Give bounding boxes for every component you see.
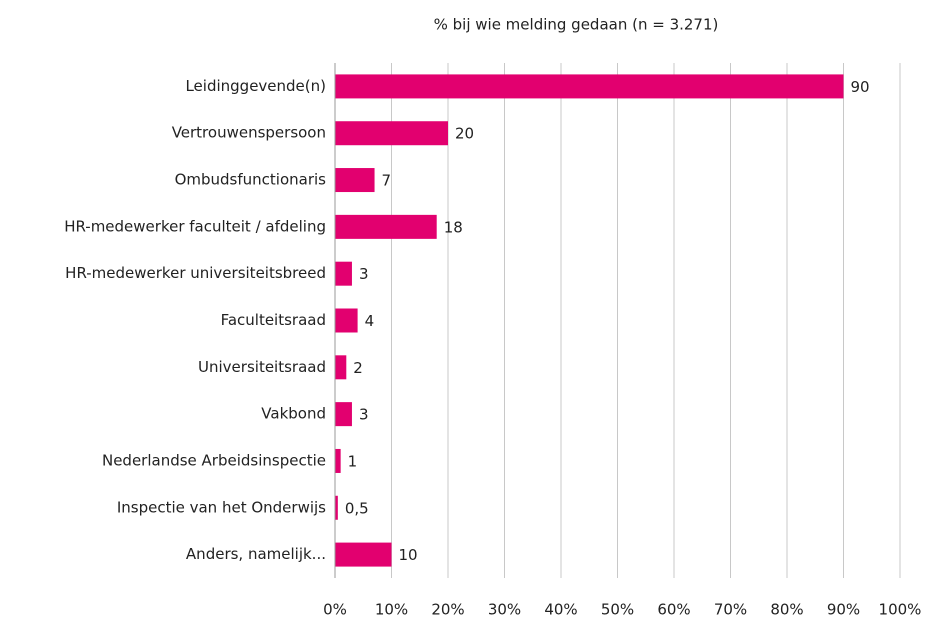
value-label: 18 <box>444 218 463 236</box>
x-tick-label: 60% <box>657 601 690 619</box>
value-label: 7 <box>382 172 392 190</box>
bar <box>335 495 338 520</box>
category-label: Inspectie van het Onderwijs <box>117 498 326 516</box>
x-tick-label: 80% <box>770 601 803 619</box>
bar <box>335 542 392 567</box>
value-label: 1 <box>348 452 358 470</box>
category-label: Vakbond <box>261 405 326 423</box>
bar <box>335 214 437 239</box>
value-label: 4 <box>365 312 375 330</box>
x-tick-label: 30% <box>488 601 521 619</box>
bar <box>335 74 844 99</box>
category-label: HR-medewerker universiteitsbreed <box>65 264 326 282</box>
value-label: 20 <box>455 125 474 143</box>
x-tick-label: 40% <box>544 601 577 619</box>
x-tick-label: 50% <box>601 601 634 619</box>
x-tick-label: 100% <box>879 601 922 619</box>
category-label: Ombudsfunctionaris <box>175 171 327 189</box>
category-label: HR-medewerker faculteit / afdeling <box>64 217 326 235</box>
value-label: 3 <box>359 406 369 424</box>
bar <box>335 121 448 146</box>
bar <box>335 308 358 333</box>
value-label: 10 <box>399 546 418 564</box>
category-label: Anders, namelijk... <box>186 545 326 563</box>
x-tick-label: 10% <box>375 601 408 619</box>
category-label: Nederlandse Arbeidsinspectie <box>102 451 326 469</box>
bar <box>335 355 347 380</box>
value-label: 0,5 <box>345 499 369 517</box>
category-label: Vertrouwenspersoon <box>172 124 326 142</box>
bar <box>335 168 375 193</box>
x-tick-label: 20% <box>431 601 464 619</box>
bar <box>335 261 352 286</box>
bar <box>335 448 341 473</box>
value-label: 3 <box>359 265 369 283</box>
value-label: 90 <box>851 78 870 96</box>
category-label: Faculteitsraad <box>221 311 326 329</box>
x-tick-label: 90% <box>827 601 860 619</box>
bar <box>335 402 352 427</box>
value-label: 2 <box>353 359 363 377</box>
x-tick-label: 70% <box>714 601 747 619</box>
category-label: Leidinggevende(n) <box>185 77 326 95</box>
category-label: Universiteitsraad <box>198 358 326 376</box>
chart-title: % bij wie melding gedaan (n = 3.271) <box>434 16 719 34</box>
x-tick-label: 0% <box>323 601 347 619</box>
